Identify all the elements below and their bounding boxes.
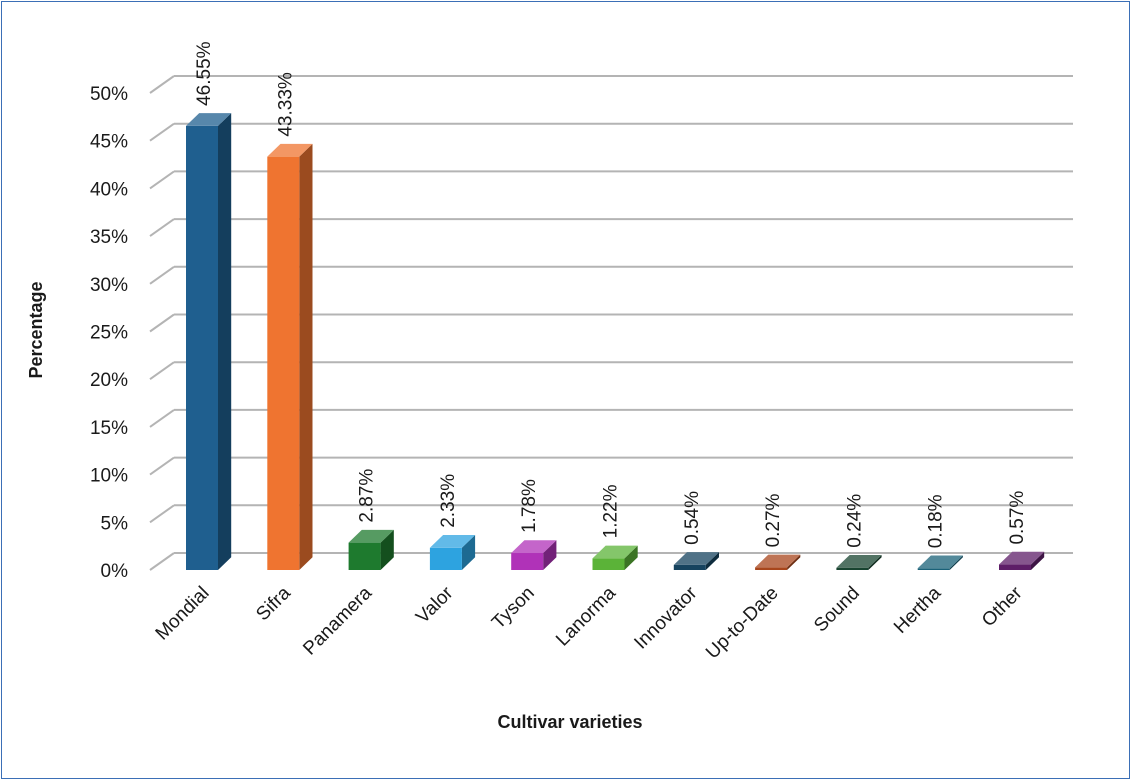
y-tick-label: 0%	[101, 561, 129, 582]
data-label: 0.24%	[844, 494, 865, 548]
bar	[511, 540, 557, 570]
bar	[429, 535, 476, 570]
gridline-depth	[149, 313, 175, 333]
y-tick-label: 40%	[90, 179, 128, 200]
y-tick-label: 30%	[90, 275, 128, 296]
data-label: 0.18%	[926, 494, 947, 548]
gridline-depth	[149, 504, 175, 524]
gridline-depth	[149, 361, 175, 381]
y-axis-title: Percentage	[26, 281, 46, 378]
category-label: Up-to-Date	[702, 583, 783, 664]
y-tick-label: 20%	[90, 370, 128, 391]
y-tick-label: 10%	[90, 466, 128, 487]
category-label: Hertha	[890, 582, 945, 637]
data-label: 0.27%	[763, 493, 784, 547]
category-label: Tyson	[488, 583, 539, 634]
category-label: Valor	[412, 582, 458, 628]
gridline-depth	[149, 170, 175, 190]
bar	[917, 555, 963, 570]
bar	[673, 552, 719, 570]
y-tick-label: 15%	[90, 418, 128, 439]
gridline-depth	[149, 456, 175, 476]
y-tick-label: 50%	[90, 84, 128, 105]
data-label: 1.78%	[519, 479, 540, 533]
data-label: 0.54%	[682, 491, 703, 545]
gridline-depth	[149, 122, 175, 142]
bar	[348, 529, 394, 570]
bar	[592, 545, 638, 570]
category-label: Other	[978, 582, 1027, 631]
data-label: 1.22%	[601, 484, 622, 538]
gridline-depth	[149, 75, 175, 94]
bar	[999, 551, 1045, 570]
y-tick-label: 45%	[90, 132, 128, 153]
gridline-depth	[149, 552, 175, 571]
y-tick-label: 25%	[90, 323, 128, 344]
bar	[755, 554, 801, 570]
data-label: 0.57%	[1007, 491, 1028, 545]
y-tick-label: 35%	[90, 227, 128, 248]
bar	[836, 554, 882, 570]
gridline-depth	[149, 218, 175, 237]
category-label: Mondial	[152, 583, 214, 645]
bar	[186, 113, 232, 571]
category-label: Sound	[810, 583, 864, 637]
category-label: Lanorma	[552, 582, 620, 650]
gridline-depth	[149, 265, 175, 285]
category-label: Sifra	[252, 582, 295, 625]
data-label: 2.87%	[357, 469, 378, 523]
data-label: 43.33%	[275, 72, 296, 137]
category-label: Panamera	[299, 582, 376, 659]
category-label: Innovator	[630, 582, 701, 653]
y-tick-label: 5%	[101, 513, 129, 534]
bar	[267, 143, 313, 570]
gridline-depth	[149, 409, 175, 428]
data-label: 2.33%	[438, 474, 459, 528]
data-label: 46.55%	[194, 41, 215, 106]
x-axis-title: Cultivar varieties	[497, 712, 642, 732]
